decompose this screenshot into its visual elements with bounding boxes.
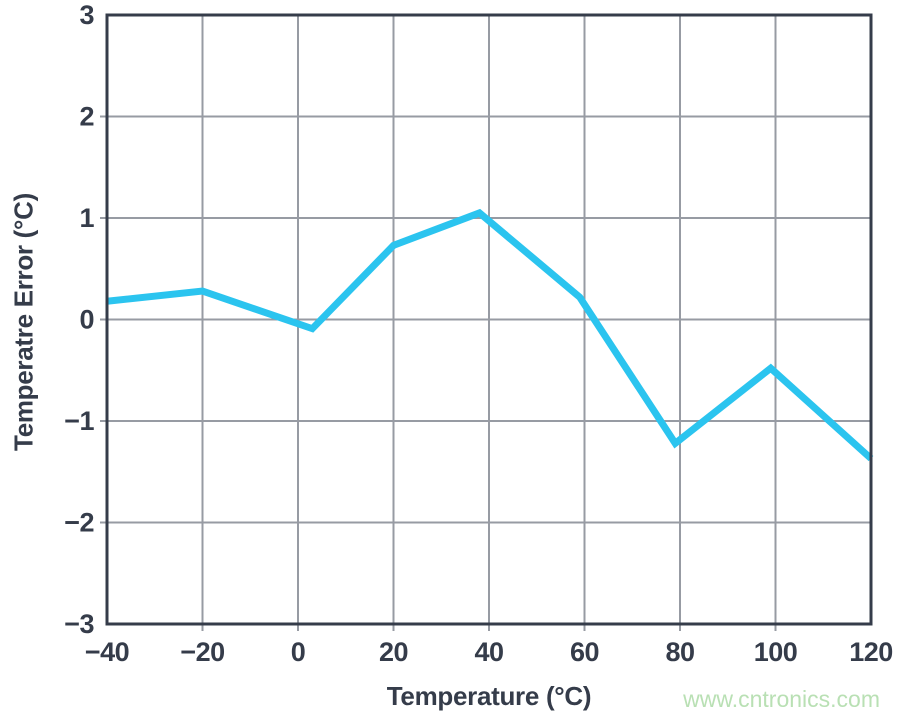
x-tick-label: 120 (849, 637, 893, 667)
x-tick-label: 20 (379, 637, 408, 667)
y-tick-label: 1 (79, 203, 94, 233)
plot-border (105, 13, 873, 626)
x-tick-label: 40 (474, 637, 503, 667)
watermark: www.cntronics.com (683, 686, 880, 712)
series-line (106, 208, 874, 462)
x-axis-title: Temperature (°C) (386, 681, 592, 711)
y-tick-label: 2 (79, 102, 94, 132)
y-tick-label: −2 (64, 508, 94, 538)
x-tick-label: 60 (570, 637, 599, 667)
y-axis-title: Temperatre Error (°C) (8, 193, 39, 451)
y-tick-label: 0 (79, 305, 94, 335)
x-tick-label: −40 (85, 637, 129, 667)
x-tick-label: 80 (665, 637, 694, 667)
y-tick-label: 3 (79, 0, 94, 30)
x-tick-label: −20 (180, 637, 224, 667)
x-tick-label: 0 (291, 637, 306, 667)
y-tick-label: −1 (64, 406, 94, 436)
x-tick-label: 100 (754, 637, 798, 667)
y-tick-label: −3 (64, 609, 94, 639)
